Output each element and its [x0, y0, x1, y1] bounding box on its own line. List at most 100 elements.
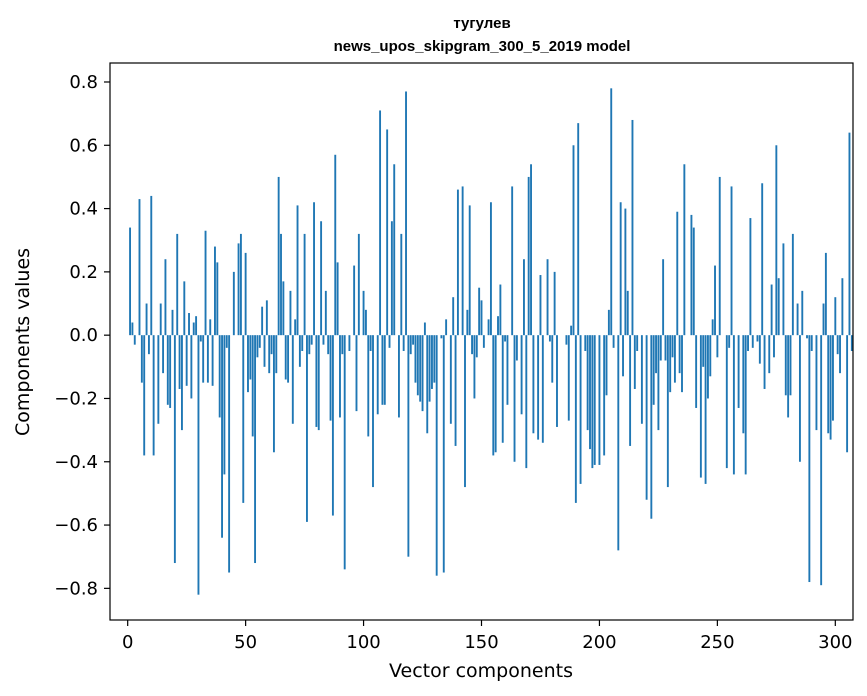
bar [589, 335, 591, 450]
bar [367, 335, 370, 437]
bar [579, 335, 582, 484]
bar [591, 335, 594, 469]
bar [244, 252, 247, 336]
bar [133, 335, 136, 345]
bar [539, 275, 542, 336]
bar [798, 335, 801, 462]
bar [419, 335, 422, 402]
bar [383, 335, 386, 405]
bar [789, 335, 792, 396]
bar [737, 335, 740, 408]
bar [775, 145, 778, 336]
bar [478, 287, 481, 336]
y-tick-label: 0.0 [69, 325, 98, 346]
bar [808, 335, 811, 583]
bar [214, 246, 216, 336]
bar [551, 335, 554, 383]
bar [763, 335, 766, 389]
bar [390, 221, 393, 336]
bar [704, 335, 707, 484]
bar [690, 214, 693, 336]
bar [242, 335, 245, 503]
bar [636, 335, 639, 351]
bar [275, 335, 278, 374]
bar [159, 303, 162, 336]
bar [815, 335, 818, 431]
bar [412, 335, 415, 345]
bar [768, 335, 771, 374]
bar [197, 335, 200, 595]
bar [221, 335, 223, 538]
bar [475, 335, 478, 358]
bar [308, 335, 311, 355]
bar [251, 335, 254, 437]
bar [414, 335, 417, 383]
bar [398, 335, 400, 418]
bar [770, 284, 773, 336]
bar [676, 211, 679, 336]
bar [162, 335, 165, 374]
bar [716, 335, 719, 358]
bar [570, 325, 573, 336]
bar [633, 335, 636, 389]
bar [218, 335, 221, 418]
bar [612, 335, 615, 348]
bar [546, 259, 549, 336]
bar [400, 233, 403, 336]
bar [188, 313, 190, 336]
bar [445, 319, 448, 336]
bar [482, 335, 485, 348]
bar [204, 230, 207, 336]
bar [695, 335, 698, 408]
bar [164, 259, 167, 336]
bar [773, 335, 775, 358]
bar [624, 208, 627, 336]
bar [178, 335, 181, 389]
x-tick-label: 0 [122, 632, 133, 653]
bar [732, 335, 735, 475]
chart-title-line-2: news_upos_skipgram_300_5_2019 model [334, 38, 631, 55]
bar [678, 335, 681, 374]
bar [258, 335, 261, 348]
bar [150, 195, 153, 336]
bar [832, 335, 834, 421]
bar [320, 221, 323, 336]
bar [572, 145, 575, 336]
bar [669, 335, 672, 393]
bar [664, 335, 667, 361]
bar [129, 227, 131, 336]
y-tick-label: −0.4 [54, 452, 98, 473]
bar [185, 335, 188, 386]
chart-title-line-1: тугулев [453, 15, 510, 32]
bar [806, 335, 808, 339]
bar [527, 176, 530, 336]
bar [388, 335, 391, 348]
bar [416, 335, 419, 396]
x-tick-label: 250 [700, 632, 734, 653]
bar [652, 335, 655, 405]
bar [199, 335, 202, 342]
bar [166, 335, 169, 405]
bar [265, 300, 268, 336]
bar [173, 335, 176, 564]
bar [577, 123, 580, 336]
bar [270, 335, 273, 355]
bar [322, 335, 325, 345]
bar [327, 335, 330, 355]
bar [456, 189, 459, 336]
bar [206, 335, 209, 383]
bar [407, 335, 410, 557]
bar [714, 265, 716, 336]
bar [282, 281, 285, 336]
bar [435, 335, 438, 576]
bar [272, 335, 275, 453]
bar [659, 335, 662, 361]
bar [454, 335, 457, 446]
bar [140, 335, 143, 383]
bar [836, 335, 839, 355]
plot-frame [109, 62, 854, 621]
bar [671, 335, 674, 358]
bar [730, 186, 733, 336]
y-tick-label: 0.8 [69, 72, 98, 93]
bar [452, 297, 455, 336]
